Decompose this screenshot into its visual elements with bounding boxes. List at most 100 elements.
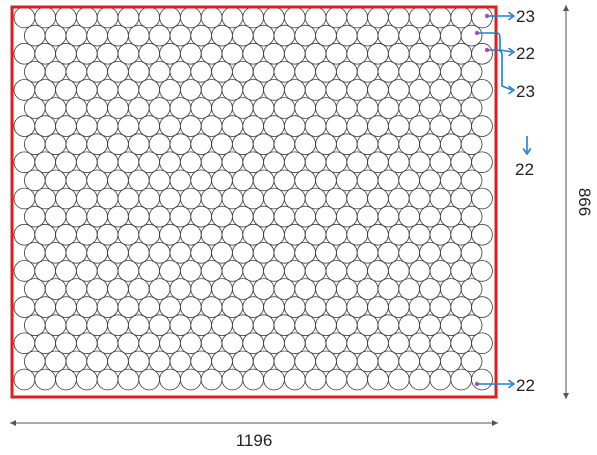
packed-circle xyxy=(200,260,223,282)
height-arrow-bottom xyxy=(563,393,569,399)
packed-circle xyxy=(304,260,327,282)
packed-circle xyxy=(450,296,473,318)
packed-circle xyxy=(273,314,296,337)
packed-circle xyxy=(55,6,77,29)
packed-circle xyxy=(367,296,389,318)
packed-circle xyxy=(335,314,358,337)
packed-circle xyxy=(23,61,46,83)
packed-circle xyxy=(367,151,389,174)
packed-circle xyxy=(263,332,285,355)
packed-circle xyxy=(96,296,119,318)
packed-circle xyxy=(221,260,244,282)
packed-circle xyxy=(273,278,296,300)
packed-circle xyxy=(408,151,431,174)
packed-circle xyxy=(13,296,36,318)
packed-circle xyxy=(398,278,421,300)
height-dimension: 866 xyxy=(563,5,594,399)
packed-circle xyxy=(65,350,88,373)
packed-circle xyxy=(200,6,223,29)
packed-circle xyxy=(221,79,244,101)
packed-circle xyxy=(294,278,317,300)
packed-circle xyxy=(263,368,285,391)
packed-circle xyxy=(242,187,265,210)
packed-circle xyxy=(148,61,171,83)
packed-circle xyxy=(128,133,150,156)
packed-circle xyxy=(221,187,244,210)
packed-circle xyxy=(439,314,462,337)
packed-circle xyxy=(96,332,119,355)
packed-circle xyxy=(117,187,140,210)
packed-circle xyxy=(335,61,358,83)
packed-circle xyxy=(450,332,473,355)
packed-circle xyxy=(273,133,296,156)
packed-circle xyxy=(346,223,369,246)
packed-circle xyxy=(346,79,369,101)
packed-circle xyxy=(419,97,441,119)
packed-circle xyxy=(55,42,77,65)
packed-circle xyxy=(34,6,57,29)
packed-circle xyxy=(107,205,129,228)
packed-circle xyxy=(180,151,202,174)
packed-circle xyxy=(169,242,192,264)
packed-circle xyxy=(211,133,233,156)
packed-circle xyxy=(159,296,181,318)
packed-circle xyxy=(190,350,213,373)
packed-circle xyxy=(138,296,161,318)
packed-circle xyxy=(398,97,421,119)
packed-circle xyxy=(221,42,244,65)
packed-circle xyxy=(169,314,192,337)
packed-circle xyxy=(294,169,317,192)
packed-circle xyxy=(367,260,389,282)
packed-circle xyxy=(65,97,88,119)
packed-circle xyxy=(450,368,473,391)
packed-circle xyxy=(419,205,441,228)
packed-circle xyxy=(65,61,88,83)
packed-circle xyxy=(159,151,181,174)
packed-circle xyxy=(408,115,431,137)
packed-circle xyxy=(76,368,98,391)
packed-circle xyxy=(356,278,379,300)
packed-circle xyxy=(107,97,129,119)
packed-circle xyxy=(180,115,202,137)
arrow-line xyxy=(477,32,513,53)
packed-circle xyxy=(242,6,265,29)
packed-circle xyxy=(273,24,296,47)
arrow-head xyxy=(508,47,515,57)
packed-circle xyxy=(200,332,223,355)
packed-circle xyxy=(55,223,77,246)
packed-circle xyxy=(86,350,108,373)
packed-circle xyxy=(159,79,181,101)
packed-circle xyxy=(294,205,317,228)
packed-circle xyxy=(315,61,337,83)
packed-circle xyxy=(450,115,473,137)
packed-circle xyxy=(159,6,181,29)
packed-circle xyxy=(148,278,171,300)
packed-circle xyxy=(273,97,296,119)
packed-circle xyxy=(159,260,181,282)
packed-circle xyxy=(159,42,181,65)
packed-circle xyxy=(23,97,46,119)
packed-circle xyxy=(315,97,337,119)
packed-circle xyxy=(304,296,327,318)
packed-circle xyxy=(200,79,223,101)
packed-circle xyxy=(44,205,67,228)
packed-circle xyxy=(450,151,473,174)
packed-circle xyxy=(471,223,493,246)
packed-circle xyxy=(356,205,379,228)
packed-circle xyxy=(138,6,161,29)
packed-circle xyxy=(148,314,171,337)
packed-circle xyxy=(34,368,57,391)
packed-circle xyxy=(86,169,108,192)
packed-circle xyxy=(315,242,337,264)
packed-circle xyxy=(117,296,140,318)
packed-circle xyxy=(325,79,348,101)
packed-circle xyxy=(304,79,327,101)
packed-circle xyxy=(169,169,192,192)
packed-circle xyxy=(471,368,493,391)
row-count-label: 22 xyxy=(515,160,534,179)
packed-circle xyxy=(34,296,57,318)
width-arrow-left xyxy=(10,420,16,426)
packed-circle xyxy=(117,6,140,29)
packed-circle xyxy=(304,6,327,29)
packed-circle xyxy=(471,260,493,282)
